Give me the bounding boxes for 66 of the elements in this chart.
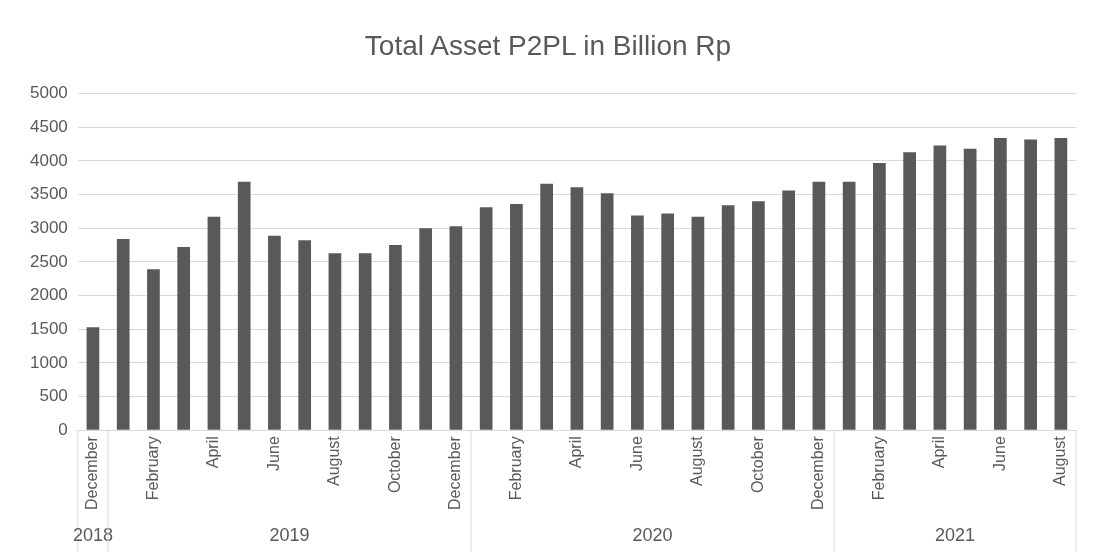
x-tick-label: December	[809, 435, 827, 511]
x-tick-label: February	[869, 436, 887, 501]
x-tick-label: February	[506, 436, 524, 501]
x-tick-label: June	[990, 436, 1008, 471]
x-tick-label: December	[446, 435, 464, 511]
bar	[147, 269, 160, 430]
bar	[600, 193, 614, 430]
x-tick-label: December	[83, 435, 101, 511]
y-tick-label: 1000	[29, 352, 68, 372]
y-tick-label: 500	[39, 386, 68, 406]
x-tick-label: February	[143, 436, 161, 501]
y-tick-label: 3500	[29, 184, 68, 204]
bar	[86, 327, 100, 430]
bar	[298, 240, 312, 430]
x-tick-label: April	[204, 436, 222, 469]
x-tick-label: June	[627, 436, 645, 471]
bar	[268, 235, 281, 430]
bar	[752, 201, 765, 430]
bar	[691, 216, 705, 430]
y-tick-label: 4000	[29, 150, 68, 170]
chart-title: Total Asset P2PL in Billion Rp	[364, 29, 732, 61]
bar	[510, 204, 523, 430]
bar	[570, 187, 584, 430]
bar	[933, 145, 947, 430]
bar	[1054, 138, 1068, 430]
y-tick-label: 2500	[29, 251, 68, 271]
bar	[237, 181, 251, 430]
text: 2021	[934, 524, 976, 545]
bar	[479, 207, 493, 430]
x-tick-label: August	[325, 435, 343, 487]
x-tick-label: October	[748, 435, 766, 494]
y-tick-label: 3000	[29, 217, 68, 237]
bar	[1024, 139, 1037, 430]
bar	[903, 152, 916, 430]
bar	[782, 190, 795, 430]
bar	[661, 213, 675, 430]
x-tick-label: August	[1051, 435, 1069, 487]
text: 2019	[269, 524, 310, 545]
y-tick-label: 2000	[29, 285, 68, 305]
bar	[812, 181, 826, 430]
text: 2018	[72, 524, 113, 545]
bar	[328, 253, 342, 430]
bar	[389, 245, 402, 430]
bar	[419, 228, 433, 430]
x-tick-label: April	[930, 436, 948, 469]
bar	[963, 148, 977, 430]
bar	[994, 138, 1007, 430]
bar	[116, 239, 130, 430]
x-tick-label: June	[264, 436, 282, 471]
bar	[358, 253, 372, 430]
bar	[631, 215, 644, 430]
y-tick-label: 1500	[29, 318, 68, 338]
bar	[873, 162, 886, 430]
bar	[449, 226, 463, 430]
y-tick-label: 0	[58, 419, 68, 439]
bar	[842, 181, 856, 430]
x-tick-label: August	[688, 435, 706, 487]
x-tick-label: October	[385, 435, 403, 494]
bar	[207, 216, 221, 430]
y-tick-label: 4500	[29, 116, 68, 136]
bar	[177, 247, 191, 430]
bar	[540, 183, 554, 430]
y-tick-label: 5000	[29, 83, 68, 103]
text: 2020	[632, 524, 673, 545]
x-tick-label: April	[567, 436, 585, 469]
bar	[721, 205, 735, 430]
